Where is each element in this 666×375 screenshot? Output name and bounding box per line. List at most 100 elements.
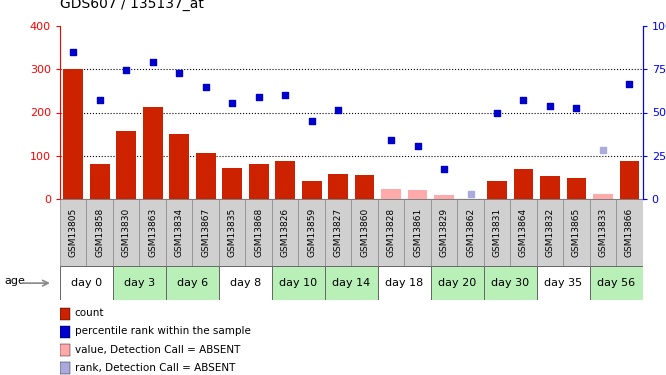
- Bar: [408, 190, 428, 199]
- Point: [227, 100, 238, 106]
- Text: value, Detection Call = ABSENT: value, Detection Call = ABSENT: [75, 345, 240, 354]
- Text: day 30: day 30: [492, 278, 529, 288]
- Text: day 35: day 35: [544, 278, 582, 288]
- Bar: [113, 266, 166, 300]
- Text: GDS607 / 135137_at: GDS607 / 135137_at: [60, 0, 204, 11]
- Point: [200, 84, 211, 90]
- Text: GSM13832: GSM13832: [545, 208, 555, 257]
- Bar: [139, 199, 166, 266]
- Bar: [325, 199, 352, 266]
- Text: rank, Detection Call = ABSENT: rank, Detection Call = ABSENT: [75, 363, 235, 372]
- Point: [624, 81, 635, 87]
- Text: GSM13863: GSM13863: [148, 208, 157, 257]
- Bar: [354, 175, 374, 199]
- Bar: [222, 168, 242, 199]
- Point: [465, 191, 476, 197]
- Point: [121, 67, 131, 73]
- Bar: [593, 194, 613, 199]
- Text: day 18: day 18: [385, 278, 424, 288]
- Point: [545, 103, 555, 109]
- Point: [68, 49, 79, 55]
- Bar: [458, 199, 484, 266]
- Text: GSM13833: GSM13833: [599, 208, 607, 257]
- Bar: [484, 199, 510, 266]
- Text: GSM13865: GSM13865: [572, 208, 581, 257]
- Bar: [487, 181, 507, 199]
- Text: day 56: day 56: [597, 278, 635, 288]
- Bar: [589, 199, 616, 266]
- Bar: [275, 161, 295, 199]
- Bar: [404, 199, 431, 266]
- Point: [492, 110, 502, 116]
- Bar: [352, 199, 378, 266]
- Bar: [563, 199, 589, 266]
- Text: day 6: day 6: [176, 278, 208, 288]
- Text: day 14: day 14: [332, 278, 370, 288]
- Bar: [431, 266, 484, 300]
- Bar: [245, 199, 272, 266]
- Point: [253, 93, 264, 99]
- Point: [518, 98, 529, 104]
- Point: [571, 105, 582, 111]
- Bar: [510, 199, 537, 266]
- Text: GSM13828: GSM13828: [386, 208, 396, 257]
- Text: GSM13835: GSM13835: [228, 208, 236, 257]
- Bar: [567, 178, 586, 199]
- Text: day 3: day 3: [124, 278, 155, 288]
- Bar: [113, 199, 139, 266]
- Bar: [60, 344, 71, 355]
- Text: percentile rank within the sample: percentile rank within the sample: [75, 327, 250, 336]
- Text: GSM13858: GSM13858: [95, 208, 104, 257]
- Bar: [302, 181, 322, 199]
- Point: [306, 118, 317, 124]
- Bar: [219, 266, 272, 300]
- Bar: [378, 266, 431, 300]
- Point: [597, 147, 608, 153]
- Bar: [325, 266, 378, 300]
- Bar: [378, 199, 404, 266]
- Bar: [219, 199, 245, 266]
- Bar: [616, 199, 643, 266]
- Text: GSM13827: GSM13827: [334, 208, 342, 257]
- Point: [439, 166, 450, 172]
- Point: [147, 59, 158, 65]
- Text: GSM13859: GSM13859: [307, 208, 316, 257]
- Bar: [484, 266, 537, 300]
- Point: [280, 92, 290, 98]
- Bar: [272, 266, 325, 300]
- Point: [174, 70, 184, 76]
- Text: GSM13862: GSM13862: [466, 208, 475, 257]
- Bar: [248, 164, 268, 199]
- Text: GSM13866: GSM13866: [625, 208, 634, 257]
- Text: day 8: day 8: [230, 278, 261, 288]
- Bar: [117, 130, 136, 199]
- Bar: [513, 170, 533, 199]
- Bar: [60, 199, 87, 266]
- Bar: [169, 134, 189, 199]
- Point: [333, 107, 344, 113]
- Bar: [537, 199, 563, 266]
- Bar: [272, 199, 298, 266]
- Bar: [60, 266, 113, 300]
- Point: [95, 97, 105, 103]
- Text: GSM13867: GSM13867: [201, 208, 210, 257]
- Bar: [143, 107, 163, 199]
- Bar: [166, 199, 192, 266]
- Bar: [589, 266, 643, 300]
- Bar: [166, 266, 219, 300]
- Bar: [434, 195, 454, 199]
- Text: GSM13834: GSM13834: [174, 208, 184, 257]
- Text: GSM13861: GSM13861: [413, 208, 422, 257]
- Text: GSM13831: GSM13831: [492, 208, 501, 257]
- Text: day 20: day 20: [438, 278, 476, 288]
- Text: day 0: day 0: [71, 278, 102, 288]
- Bar: [87, 199, 113, 266]
- Bar: [619, 161, 639, 199]
- Bar: [298, 199, 325, 266]
- Text: GSM13805: GSM13805: [69, 208, 78, 257]
- Text: GSM13864: GSM13864: [519, 208, 528, 257]
- Bar: [540, 176, 560, 199]
- Text: GSM13868: GSM13868: [254, 208, 263, 257]
- Point: [386, 136, 396, 142]
- Text: GSM13830: GSM13830: [122, 208, 131, 257]
